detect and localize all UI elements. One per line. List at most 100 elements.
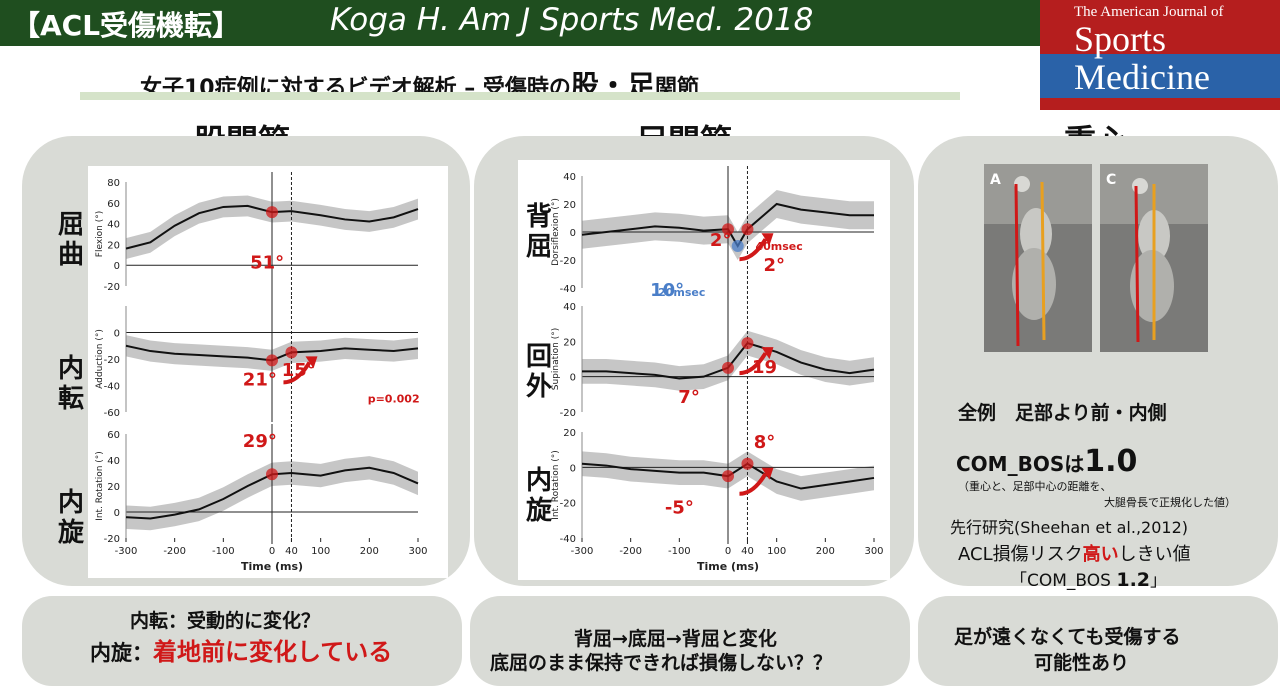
com-prior-study: 先行研究(Sheehan et al.,2012) [950, 518, 1188, 537]
com-line1: 全例 足部より前・内側 [958, 402, 1167, 424]
x-tick-label: -100 [212, 546, 235, 557]
com-value-line: COM_BOSは1.0 [956, 444, 1137, 479]
x-tick-label: 200 [816, 546, 835, 557]
y-tick-label: 0 [114, 329, 120, 340]
x-tick-label: 0 [725, 546, 731, 557]
event-marker [741, 223, 754, 236]
subtitle-underline [80, 92, 960, 100]
x-tick-label: 0 [269, 546, 275, 557]
y-tick-label: -20 [104, 534, 120, 545]
hip-summary-line2b: 着地前に変化している [153, 638, 393, 666]
threshold-value: 1.2 [1116, 569, 1151, 591]
x-tick-label: -100 [668, 546, 691, 557]
x-tick-label: 40 [285, 546, 298, 557]
data-annotation: 2° [763, 255, 785, 276]
change-arrow [739, 238, 768, 262]
com-summary-line2: 可能性あり [1034, 652, 1130, 674]
ankle-label-supination: 回外 [526, 342, 553, 402]
y-axis-label: Int. Rotation (°) [95, 451, 105, 521]
y-tick-label: 0 [114, 261, 120, 272]
y-tick-label: -40 [560, 284, 576, 295]
y-tick-label: -20 [560, 256, 576, 267]
y-tick-label: -20 [104, 282, 120, 293]
y-axis-label: Int. Rotation (°) [551, 450, 561, 520]
risk-text-b: しきい値 [1118, 544, 1191, 565]
hip-summary-line2a: 内旋： [90, 641, 153, 665]
data-annotation: 10° [650, 280, 684, 298]
y-tick-label: 20 [563, 337, 576, 348]
change-arrowhead [761, 233, 774, 246]
y-tick-label: 20 [107, 240, 120, 251]
y-tick-label: 0 [570, 373, 576, 384]
data-annotation: 7° [678, 387, 700, 408]
sd-band [126, 195, 418, 259]
y-tick-label: 0 [570, 463, 576, 474]
com-value: 1.0 [1084, 444, 1138, 479]
hip-label-rotation: 内旋 [58, 488, 85, 548]
event-marker [266, 206, 278, 219]
journal-logo: The American Journal of Sports Medicine [1040, 0, 1280, 110]
change-arrow [739, 352, 768, 376]
y-tick-label: 40 [563, 172, 576, 183]
event-marker [722, 223, 734, 236]
data-annotation: p=0.002 [368, 393, 420, 406]
event-marker [722, 361, 734, 374]
com-note2: 大腿骨長で正規化した値） [1104, 496, 1236, 509]
change-arrow [283, 361, 312, 385]
threshold-c: 」 [1150, 571, 1168, 591]
y-tick-label: 20 [563, 428, 576, 439]
x-tick-label: -200 [163, 546, 186, 557]
event-marker [731, 240, 744, 252]
mean-line [581, 202, 874, 248]
y-tick-label: 20 [563, 200, 576, 211]
threshold-a: 「COM_BOS [1010, 571, 1117, 591]
x-tick-label: 300 [408, 546, 427, 557]
hip-label-adduction: 内転 [58, 354, 85, 414]
event-marker [741, 337, 754, 350]
x-tick-label: 100 [311, 546, 330, 557]
x-tick-label: 200 [360, 546, 379, 557]
ankle-summary-line2: 底屈のまま保持できれば損傷しない？？ [490, 652, 833, 674]
y-tick-label: 80 [107, 178, 120, 189]
y-tick-label: 40 [563, 302, 576, 313]
data-annotation: 20msec [658, 286, 705, 298]
y-tick-label: 40 [107, 456, 120, 467]
journal-logo-line2: Sports [1074, 19, 1167, 59]
risk-high: 高い [1082, 544, 1119, 565]
change-arrowhead [761, 347, 774, 360]
com-note1: （重心と、足部中心の距離を、 [958, 480, 1112, 493]
x-tick-label: 300 [864, 546, 883, 557]
y-tick-label: 40 [107, 220, 120, 231]
citation: Koga H. Am J Sports Med. 2018 [330, 2, 814, 38]
data-annotation: -5° [665, 497, 694, 518]
x-axis-label: Time (ms) [241, 560, 303, 573]
x-tick-label: 100 [767, 546, 786, 557]
ankle-label-dorsiflexion: 背屈 [526, 202, 553, 262]
landing-photo-c: C [1100, 164, 1208, 352]
data-annotation: 8° [754, 432, 776, 453]
change-arrowhead [305, 356, 318, 369]
x-tick-label: 40 [741, 546, 754, 557]
y-tick-label: 20 [107, 482, 120, 493]
y-axis-label: Flexion (°) [95, 211, 105, 257]
data-annotation: 40msec [755, 240, 802, 253]
event-marker [741, 457, 754, 470]
event-marker [722, 470, 734, 483]
y-tick-label: 0 [114, 508, 120, 519]
risk-text-a: ACL損傷リスク [958, 544, 1083, 565]
x-tick-label: -300 [571, 546, 594, 557]
data-annotation: 29° [243, 431, 277, 452]
hip-label-flexion: 屈曲 [58, 210, 85, 270]
y-tick-label: -20 [560, 499, 576, 510]
com-panel [918, 136, 1278, 586]
slide-title: 【ACL受傷機転】 [12, 9, 241, 42]
photo-a-label: A [990, 172, 1001, 188]
data-annotation: 21° [243, 370, 277, 391]
com-summary-line1: 足が遠くなくても受傷する [954, 626, 1181, 648]
ankle-summary-line1: 背屈→底屈→背屈と変化 [574, 628, 777, 650]
title-banner: 【ACL受傷機転】 Koga H. Am J Sports Med. 2018 [0, 0, 1040, 46]
